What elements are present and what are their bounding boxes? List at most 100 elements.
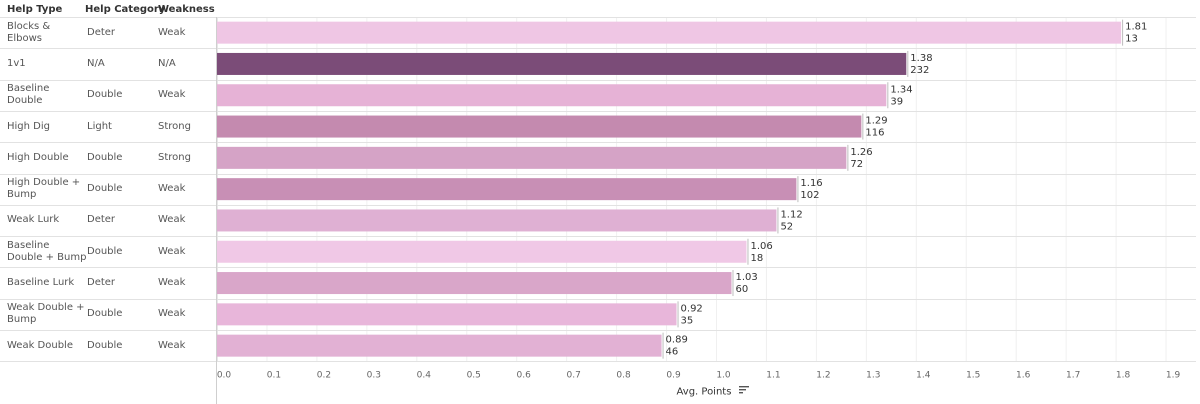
bar[interactable] <box>217 84 887 107</box>
help-type-cell[interactable]: Baseline Double <box>7 80 87 111</box>
help-type-cell-text: High Dig <box>7 120 50 132</box>
help-type-cell[interactable]: Baseline Lurk <box>7 267 87 298</box>
bar[interactable] <box>217 334 662 357</box>
weakness-cell[interactable]: N/A <box>158 48 213 79</box>
help-type-cell-text: Baseline Double + Bump <box>7 239 87 263</box>
bar-count-label: 102 <box>800 190 819 201</box>
bar-count-label: 52 <box>780 221 793 232</box>
weakness-cell-text: Weak <box>158 308 186 320</box>
bar[interactable] <box>217 209 777 232</box>
help-category-cell[interactable]: Double <box>87 330 152 361</box>
weakness-cell[interactable]: Weak <box>158 330 213 361</box>
help-category-cell[interactable]: Double <box>87 174 152 205</box>
help-type-cell-text: Baseline Lurk <box>7 277 75 289</box>
help-category-cell[interactable]: Double <box>87 299 152 330</box>
x-axis-title[interactable]: Avg. Points <box>677 386 749 398</box>
x-tick-label: 1.2 <box>816 370 830 380</box>
weakness-cell[interactable]: Weak <box>158 236 213 267</box>
bar-value-label: 1.34 <box>890 84 912 95</box>
weakness-cell[interactable]: Weak <box>158 17 213 48</box>
help-category-cell[interactable]: Light <box>87 111 152 142</box>
x-tick-label: 0.9 <box>666 370 681 380</box>
x-tick-label: 1.1 <box>766 370 780 380</box>
x-tick-label: 0.6 <box>517 370 532 380</box>
x-tick-label: 0.7 <box>566 370 580 380</box>
help-type-cell-text: 1v1 <box>7 57 26 69</box>
help-type-cell[interactable]: High Dig <box>7 111 87 142</box>
weakness-cell-text: Weak <box>158 214 186 226</box>
help-type-cell-text: Weak Lurk <box>7 214 60 226</box>
help-category-cell-text: Double <box>87 183 123 195</box>
header-weakness[interactable]: Weakness <box>158 4 215 15</box>
header-help-category[interactable]: Help Category <box>85 4 166 15</box>
bar-value-label: 1.81 <box>1125 22 1147 33</box>
sort-descending-icon[interactable] <box>738 386 749 397</box>
x-tick-label: 0.1 <box>267 370 281 380</box>
x-tick-label: 1.3 <box>866 370 880 380</box>
help-type-cell[interactable]: Weak Double + Bump <box>7 299 87 330</box>
bar-count-label: 60 <box>735 284 748 295</box>
bar[interactable] <box>217 21 1122 44</box>
x-axis-title-text: Avg. Points <box>676 386 732 398</box>
bar[interactable] <box>217 240 747 263</box>
bar-value-label: 1.38 <box>910 53 932 64</box>
bar-value-label: 1.29 <box>865 116 887 127</box>
help-type-cell-text: High Double <box>7 151 69 163</box>
help-type-cell[interactable]: Blocks & Elbows <box>7 17 87 48</box>
bar-value-label: 1.12 <box>780 209 802 220</box>
help-type-cell[interactable]: High Double + Bump <box>7 174 87 205</box>
help-type-cell[interactable]: Baseline Double + Bump <box>7 236 87 267</box>
bar[interactable] <box>217 272 732 295</box>
help-category-cell[interactable]: Deter <box>87 267 152 298</box>
bar-count-label: 13 <box>1125 34 1138 45</box>
weakness-cell[interactable]: Strong <box>158 142 213 173</box>
weakness-cell-text: Strong <box>158 151 191 163</box>
weakness-cell-text: N/A <box>158 57 176 69</box>
help-type-cell[interactable]: 1v1 <box>7 48 87 79</box>
help-category-cell[interactable]: Deter <box>87 205 152 236</box>
help-category-cell-text: Light <box>87 120 112 132</box>
help-category-cell-text: Double <box>87 89 123 101</box>
bar[interactable] <box>217 146 847 169</box>
help-category-cell[interactable]: N/A <box>87 48 152 79</box>
help-category-cell-text: Deter <box>87 26 116 38</box>
x-tick-label: 0.0 <box>217 370 232 380</box>
x-tick-label: 1.5 <box>966 370 980 380</box>
help-type-cell[interactable]: Weak Double <box>7 330 87 361</box>
weakness-cell-text: Weak <box>158 339 186 351</box>
bar[interactable] <box>217 115 862 138</box>
bar-count-label: 46 <box>666 347 679 358</box>
help-category-cell-text: N/A <box>87 57 105 69</box>
bar-count-label: 116 <box>865 128 884 139</box>
weakness-cell[interactable]: Strong <box>158 111 213 142</box>
bar-value-label: 0.89 <box>666 335 688 346</box>
x-tick-label: 0.4 <box>417 370 432 380</box>
help-category-cell[interactable]: Double <box>87 80 152 111</box>
help-category-cell-text: Double <box>87 151 123 163</box>
weakness-cell[interactable]: Weak <box>158 299 213 330</box>
help-category-cell[interactable]: Deter <box>87 17 152 48</box>
help-type-cell[interactable]: High Double <box>7 142 87 173</box>
weakness-cell[interactable]: Weak <box>158 205 213 236</box>
help-type-cell[interactable]: Weak Lurk <box>7 205 87 236</box>
x-tick-label: 1.4 <box>916 370 931 380</box>
weakness-cell-text: Weak <box>158 183 186 195</box>
bar[interactable] <box>217 52 907 75</box>
help-category-cell[interactable]: Double <box>87 236 152 267</box>
header-help-type[interactable]: Help Type <box>7 4 63 15</box>
x-tick-label: 1.8 <box>1116 370 1131 380</box>
x-tick-label: 1.6 <box>1016 370 1031 380</box>
x-tick-label: 1.9 <box>1166 370 1181 380</box>
weakness-cell[interactable]: Weak <box>158 267 213 298</box>
help-category-cell-text: Deter <box>87 277 116 289</box>
bar[interactable] <box>217 178 797 201</box>
weakness-cell-text: Weak <box>158 277 186 289</box>
bar[interactable] <box>217 303 677 326</box>
weakness-cell[interactable]: Weak <box>158 80 213 111</box>
help-category-cell-text: Deter <box>87 214 116 226</box>
bar-value-label: 0.92 <box>681 303 703 314</box>
help-category-cell[interactable]: Double <box>87 142 152 173</box>
weakness-cell[interactable]: Weak <box>158 174 213 205</box>
bar-value-label: 1.06 <box>750 241 772 252</box>
